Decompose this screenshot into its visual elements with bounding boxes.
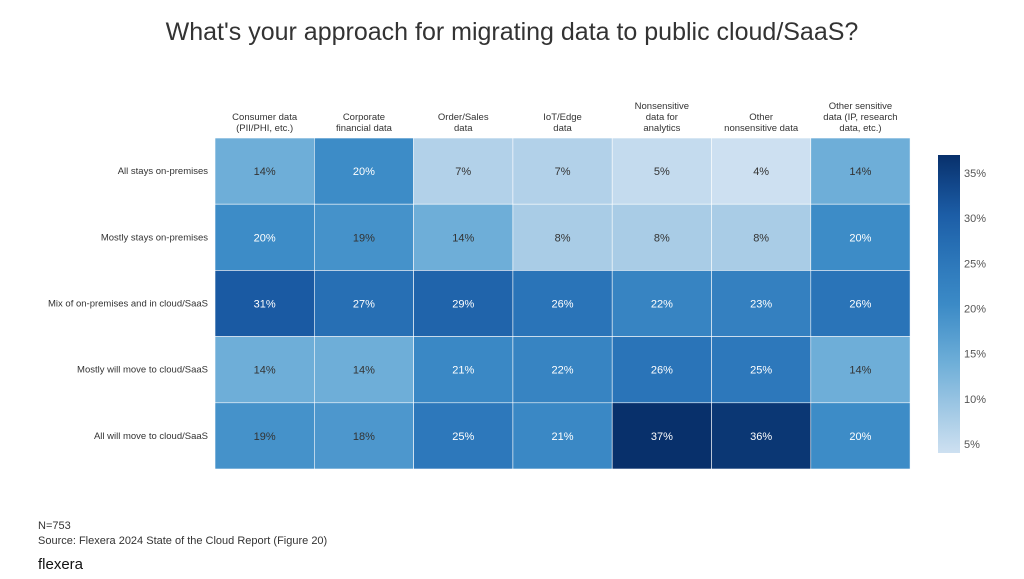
source-note: Source: Flexera 2024 State of the Cloud … <box>38 535 328 547</box>
cell-value-label: 19% <box>254 431 276 443</box>
cell-value-label: 18% <box>353 431 375 443</box>
cell-value-label: 20% <box>254 232 276 244</box>
sample-size: N=753 <box>38 520 71 532</box>
heatmap-cell <box>810 270 911 337</box>
heatmap-cell <box>810 336 911 404</box>
colorbar-tick-label: 30% <box>964 213 986 225</box>
row-label: All will move to cloud/SaaS <box>94 431 208 442</box>
colorbar-tick-label: 20% <box>964 304 986 316</box>
cell-value-label: 14% <box>353 365 375 377</box>
cell-value-label: 20% <box>849 431 871 443</box>
heatmap-cell <box>413 270 514 337</box>
cell-value-label: 22% <box>651 299 673 311</box>
cell-value-label: 5% <box>654 166 670 178</box>
heatmap-cell <box>512 336 613 404</box>
heatmap-cell <box>810 137 911 205</box>
colorbar-tick-label: 5% <box>964 439 980 451</box>
colorbar <box>938 155 960 453</box>
cell-value-label: 14% <box>849 166 871 178</box>
cell-value-label: 8% <box>654 232 670 244</box>
cell-value-label: 14% <box>254 365 276 377</box>
row-label: Mix of on-premises and in cloud/SaaS <box>48 299 208 310</box>
column-label: Consumer data (PII/PHI, etc.) <box>232 112 298 134</box>
cell-value-label: 26% <box>651 365 673 377</box>
cell-value-label: 22% <box>552 365 574 377</box>
heatmap-cell <box>214 402 315 470</box>
heatmap-cell <box>512 270 613 337</box>
heatmap-cell <box>711 402 812 470</box>
cell-value-label: 20% <box>849 232 871 244</box>
column-label: Order/Sales data <box>438 112 489 134</box>
column-label: Corporate financial data <box>336 112 393 134</box>
cell-value-label: 8% <box>555 232 571 244</box>
cell-value-label: 26% <box>849 299 871 311</box>
heatmap-cell <box>611 336 712 404</box>
heatmap-cell <box>214 137 315 205</box>
cell-value-label: 21% <box>552 431 574 443</box>
heatmap-cell <box>313 336 414 404</box>
heatmap-cell <box>214 336 315 404</box>
heatmap-cell <box>611 402 712 470</box>
colorbar-tick-label: 15% <box>964 349 986 361</box>
heatmap-cell <box>611 203 712 271</box>
heatmap-cell <box>214 270 315 337</box>
cell-value-label: 31% <box>254 299 276 311</box>
heatmap-cell <box>611 270 712 337</box>
cell-value-label: 14% <box>254 166 276 178</box>
cell-value-label: 14% <box>849 365 871 377</box>
heatmap-cell <box>413 137 514 205</box>
flexera-logo: flexera <box>38 556 84 573</box>
heatmap-cell <box>313 203 414 271</box>
chart-title: What's your approach for migrating data … <box>165 18 859 46</box>
cell-value-label: 25% <box>750 365 772 377</box>
heatmap-cell <box>810 203 911 271</box>
cell-value-label: 23% <box>750 299 772 311</box>
colorbar-tick-label: 10% <box>964 394 986 406</box>
cell-value-label: 27% <box>353 299 375 311</box>
heatmap-cell <box>313 270 414 337</box>
cell-value-label: 25% <box>452 431 474 443</box>
heatmap-cell <box>711 203 812 271</box>
heatmap-cell <box>313 402 414 470</box>
footer: N=753 Source: Flexera 2024 State of the … <box>38 519 327 549</box>
cell-value-label: 19% <box>353 232 375 244</box>
column-label: IoT/Edge data <box>543 112 582 134</box>
cell-value-label: 21% <box>452 365 474 377</box>
heatmap-cell <box>214 203 315 271</box>
colorbar-tick-label: 35% <box>964 168 986 180</box>
heatmap-cell <box>413 203 514 271</box>
cell-value-label: 8% <box>753 232 769 244</box>
cell-value-label: 4% <box>753 166 769 178</box>
column-label: Other nonsensitive data <box>724 112 799 134</box>
cell-value-label: 37% <box>651 431 673 443</box>
column-label: Nonsensitive data for analytics <box>635 101 689 134</box>
heatmap-cell <box>413 336 514 404</box>
row-label: Mostly stays on-premises <box>101 232 208 243</box>
heatmap-cell <box>711 270 812 337</box>
heatmap-cell <box>313 137 414 205</box>
colorbar-tick-label: 25% <box>964 258 986 270</box>
cell-value-label: 7% <box>555 166 571 178</box>
heatmap-cell <box>810 402 911 470</box>
cell-value-label: 36% <box>750 431 772 443</box>
row-label: Mostly will move to cloud/SaaS <box>77 365 208 376</box>
cell-value-label: 26% <box>552 299 574 311</box>
heatmap-cell <box>413 402 514 470</box>
cell-value-label: 20% <box>353 166 375 178</box>
column-label: Other sensitive data (IP, research data, e… <box>823 101 897 134</box>
row-label: All stays on-premises <box>118 166 209 177</box>
cell-value-label: 14% <box>452 232 474 244</box>
heatmap-cell <box>512 137 613 205</box>
cell-value-label: 7% <box>455 166 471 178</box>
cell-value-label: 29% <box>452 299 474 311</box>
